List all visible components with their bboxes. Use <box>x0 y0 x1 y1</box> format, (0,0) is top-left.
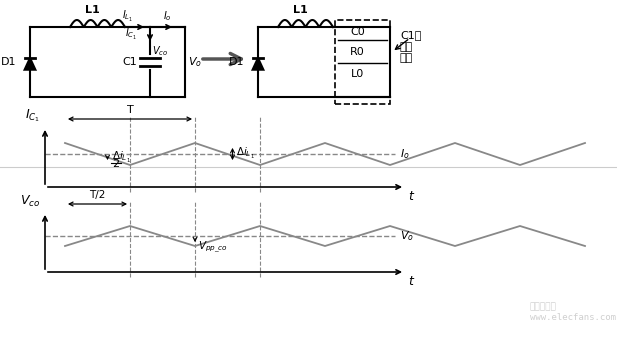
Text: C1: C1 <box>122 57 137 67</box>
Text: $I_o$: $I_o$ <box>400 147 410 161</box>
Text: T: T <box>126 105 133 115</box>
Bar <box>335 20 390 104</box>
Text: $V_{co}$: $V_{co}$ <box>152 44 168 58</box>
Text: $t$: $t$ <box>408 275 415 288</box>
Text: D1: D1 <box>228 57 244 67</box>
Polygon shape <box>252 58 263 70</box>
Text: $I_o$: $I_o$ <box>163 9 172 23</box>
Text: $\Delta i_{L_1}$: $\Delta i_{L_1}$ <box>112 150 131 165</box>
Text: $V_{pp\_co}$: $V_{pp\_co}$ <box>198 239 228 255</box>
Text: $V_o$: $V_o$ <box>400 229 414 243</box>
Text: C0: C0 <box>350 27 365 37</box>
Text: L1: L1 <box>293 5 308 15</box>
Text: L1: L1 <box>85 5 100 15</box>
Text: 电子发烧友
www.elecfans.com: 电子发烧友 www.elecfans.com <box>530 303 616 322</box>
Text: L0: L0 <box>351 69 364 79</box>
Text: C1的
等效
电路: C1的 等效 电路 <box>400 30 421 63</box>
Text: T/2: T/2 <box>89 190 106 200</box>
Text: $I_{L_1}$: $I_{L_1}$ <box>122 9 134 24</box>
Text: R0: R0 <box>350 47 365 57</box>
Text: $V_o$: $V_o$ <box>188 55 202 69</box>
Text: $t$: $t$ <box>408 190 415 203</box>
Text: 2: 2 <box>112 159 119 169</box>
Text: $V_{co}$: $V_{co}$ <box>20 194 40 209</box>
Text: $I_{C_1}$: $I_{C_1}$ <box>125 27 137 42</box>
Text: D1: D1 <box>1 57 16 67</box>
Polygon shape <box>25 58 35 70</box>
Text: $I_{C_1}$: $I_{C_1}$ <box>25 108 40 124</box>
Text: $\Delta i_{L_1}$: $\Delta i_{L_1}$ <box>236 146 254 161</box>
